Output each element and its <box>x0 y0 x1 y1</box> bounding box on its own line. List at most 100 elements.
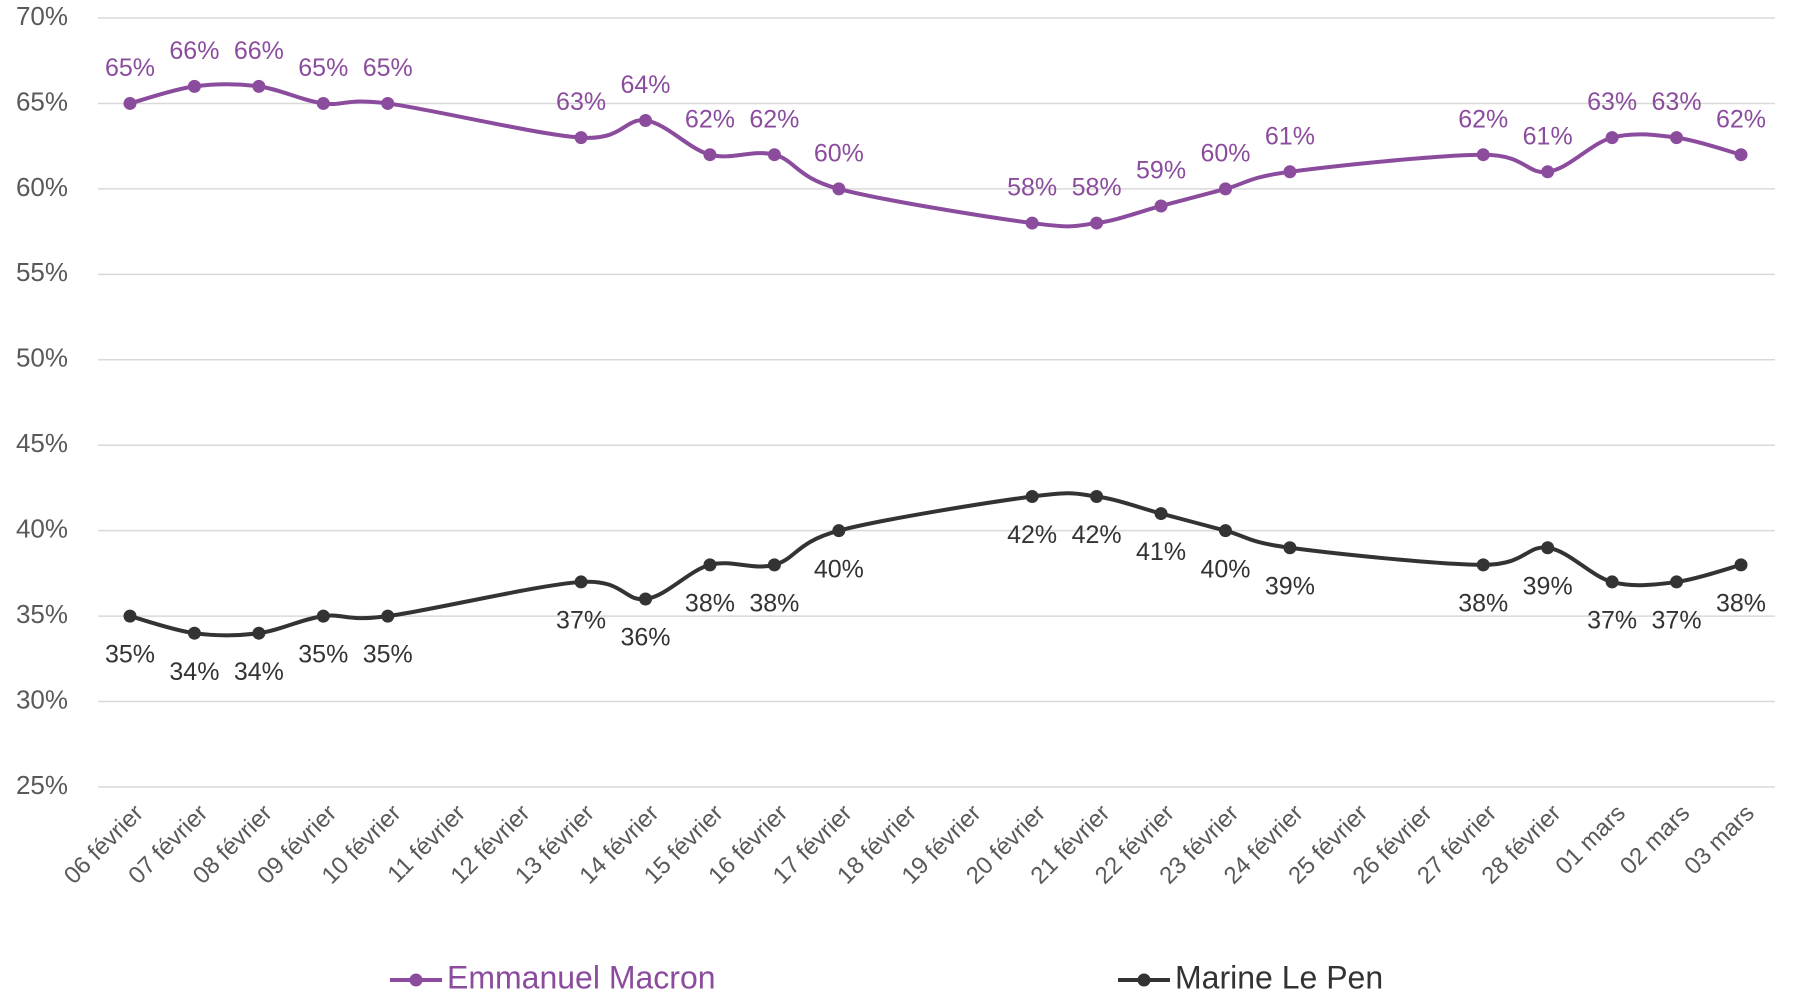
y-tick-label: 35% <box>16 599 68 629</box>
y-tick-label: 60% <box>16 172 68 202</box>
data-point <box>316 609 330 623</box>
data-point <box>574 575 588 589</box>
data-label: 63% <box>556 88 606 116</box>
data-point <box>1541 541 1555 555</box>
data-label: 38% <box>1716 589 1766 617</box>
data-point <box>1218 524 1232 538</box>
data-label: 41% <box>1136 538 1186 566</box>
series-line <box>129 82 1742 229</box>
y-tick-label: 40% <box>16 514 68 544</box>
data-label: 38% <box>685 589 735 617</box>
data-label: 38% <box>749 589 799 617</box>
data-label: 62% <box>749 105 799 133</box>
data-label: 66% <box>169 37 219 65</box>
data-point <box>187 626 201 640</box>
data-point <box>316 96 330 110</box>
data-point <box>252 626 266 640</box>
y-tick-label: 50% <box>16 343 68 373</box>
data-point <box>703 558 717 572</box>
data-point <box>381 609 395 623</box>
data-label: 35% <box>298 641 348 669</box>
data-label: 35% <box>105 641 155 669</box>
series-line <box>129 491 1742 638</box>
data-point <box>1670 131 1684 145</box>
y-tick-label: 55% <box>16 257 68 287</box>
data-point <box>1605 575 1619 589</box>
data-label: 65% <box>298 54 348 82</box>
data-label: 40% <box>814 555 864 583</box>
data-point <box>1154 507 1168 521</box>
data-point <box>703 148 717 162</box>
y-tick-label: 30% <box>16 684 68 714</box>
data-point <box>1734 558 1748 572</box>
data-point <box>1218 182 1232 196</box>
data-label: 37% <box>1587 607 1637 635</box>
data-label: 62% <box>1458 105 1508 133</box>
data-label: 61% <box>1523 122 1573 150</box>
data-label: 42% <box>1072 521 1122 549</box>
data-label: 62% <box>685 105 735 133</box>
data-point <box>252 79 266 93</box>
data-label: 66% <box>234 37 284 65</box>
data-point <box>1283 541 1297 555</box>
data-point <box>123 609 137 623</box>
data-label: 63% <box>1587 88 1637 116</box>
y-tick-label: 65% <box>16 86 68 116</box>
data-label: 40% <box>1200 555 1250 583</box>
data-label: 39% <box>1265 572 1315 600</box>
data-label: 65% <box>105 54 155 82</box>
data-label: 37% <box>1652 607 1702 635</box>
data-point <box>1476 148 1490 162</box>
data-point <box>1605 131 1619 145</box>
x-tick-label: 01 mars <box>1550 800 1630 880</box>
data-label: 35% <box>363 641 413 669</box>
data-label: 34% <box>169 658 219 686</box>
data-point <box>1025 216 1039 230</box>
data-label: 62% <box>1716 105 1766 133</box>
legend-marker <box>1137 973 1151 987</box>
data-label: 64% <box>620 71 670 99</box>
data-label: 58% <box>1007 174 1057 202</box>
data-point <box>381 96 395 110</box>
data-point <box>832 182 846 196</box>
data-point <box>1541 165 1555 179</box>
data-label: 36% <box>620 624 670 652</box>
data-label: 42% <box>1007 521 1057 549</box>
data-point <box>1090 216 1104 230</box>
data-label: 60% <box>814 139 864 167</box>
data-label: 63% <box>1652 88 1702 116</box>
data-point <box>574 131 588 145</box>
data-label: 34% <box>234 658 284 686</box>
data-point <box>832 524 846 538</box>
data-point <box>1154 199 1168 213</box>
data-label: 38% <box>1458 589 1508 617</box>
data-label: 65% <box>363 54 413 82</box>
data-label: 37% <box>556 607 606 635</box>
data-point <box>1090 489 1104 503</box>
data-point <box>1670 575 1684 589</box>
legend-marker <box>409 973 423 987</box>
data-point <box>767 558 781 572</box>
data-point <box>767 148 781 162</box>
data-label: 60% <box>1200 139 1250 167</box>
data-point <box>639 114 653 128</box>
data-point <box>1025 489 1039 503</box>
legend-label: Marine Le Pen <box>1175 959 1383 990</box>
y-tick-label: 25% <box>16 770 68 800</box>
y-tick-label: 45% <box>16 428 68 458</box>
y-tick-label: 70% <box>16 1 68 31</box>
data-label: 59% <box>1136 157 1186 185</box>
data-label: 58% <box>1072 174 1122 202</box>
x-tick-label: 03 mars <box>1679 800 1759 880</box>
x-tick-label: 02 mars <box>1615 800 1695 880</box>
data-label: 61% <box>1265 122 1315 150</box>
data-point <box>123 96 137 110</box>
data-point <box>1734 148 1748 162</box>
data-label: 39% <box>1523 572 1573 600</box>
data-point <box>1283 165 1297 179</box>
data-point <box>187 79 201 93</box>
data-point <box>639 592 653 606</box>
data-point <box>1476 558 1490 572</box>
legend-label: Emmanuel Macron <box>447 959 716 990</box>
